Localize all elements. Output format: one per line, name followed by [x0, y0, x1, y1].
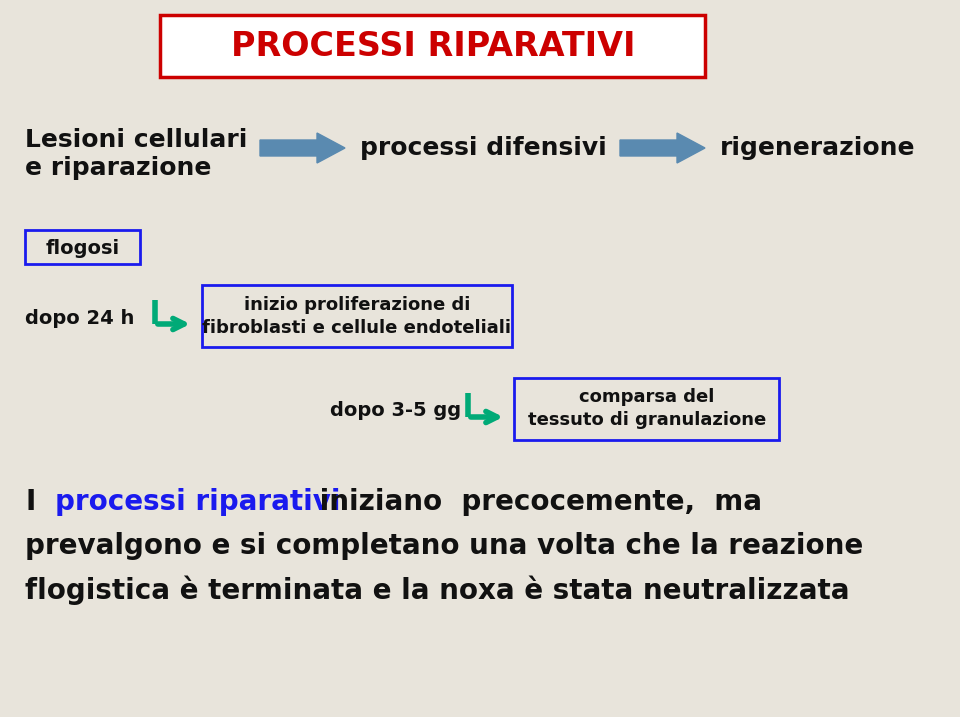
Text: fibroblasti e cellule endoteliali: fibroblasti e cellule endoteliali	[203, 319, 512, 337]
Text: rigenerazione: rigenerazione	[720, 136, 916, 160]
Text: PROCESSI RIPARATIVI: PROCESSI RIPARATIVI	[230, 31, 636, 64]
Text: comparsa del: comparsa del	[579, 388, 714, 406]
FancyArrow shape	[260, 133, 345, 163]
Text: flogistica è terminata e la noxa è stata neutralizzata: flogistica è terminata e la noxa è stata…	[25, 575, 850, 604]
Text: flogosi: flogosi	[46, 239, 120, 257]
Text: iniziano  precocemente,  ma: iniziano precocemente, ma	[310, 488, 762, 516]
Text: dopo 24 h: dopo 24 h	[25, 308, 134, 328]
Text: dopo 3-5 gg: dopo 3-5 gg	[330, 401, 461, 419]
Text: processi riparativi: processi riparativi	[55, 488, 341, 516]
FancyBboxPatch shape	[514, 378, 779, 440]
FancyBboxPatch shape	[202, 285, 512, 347]
FancyBboxPatch shape	[25, 230, 140, 264]
Text: processi difensivi: processi difensivi	[360, 136, 607, 160]
FancyBboxPatch shape	[160, 15, 705, 77]
Text: I: I	[25, 488, 36, 516]
FancyArrow shape	[620, 133, 705, 163]
Text: e riparazione: e riparazione	[25, 156, 211, 180]
Text: Lesioni cellulari: Lesioni cellulari	[25, 128, 248, 152]
Text: inizio proliferazione di: inizio proliferazione di	[244, 296, 470, 314]
Text: prevalgono e si completano una volta che la reazione: prevalgono e si completano una volta che…	[25, 532, 863, 560]
Text: tessuto di granulazione: tessuto di granulazione	[528, 411, 766, 429]
